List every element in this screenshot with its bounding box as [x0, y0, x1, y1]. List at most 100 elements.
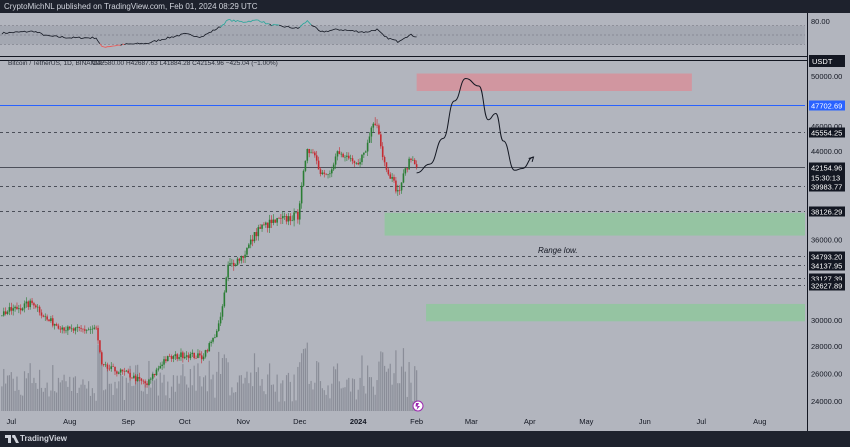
volume-bar: [159, 372, 161, 411]
candle-body: [361, 154, 363, 163]
volume-bar: [103, 390, 105, 411]
candle-body: [168, 356, 171, 357]
volume-bar: [408, 362, 410, 411]
volume-bar: [231, 387, 233, 411]
candle-body: [119, 369, 122, 373]
price-chart[interactable]: Bitcoin / TetherUS, 1D, BINANCE O42580.0…: [0, 13, 850, 431]
volume-bar: [42, 391, 44, 411]
candle-body: [287, 216, 290, 222]
volume-bar: [340, 388, 342, 411]
projection-path[interactable]: [416, 77, 534, 174]
volume-bar: [310, 380, 312, 411]
candle-body: [31, 300, 33, 304]
candle-body: [67, 326, 69, 331]
candle-body: [312, 152, 314, 154]
candle-body: [219, 316, 222, 324]
volume-bar: [138, 379, 141, 411]
candle-body: [396, 190, 399, 192]
volume-bar: [333, 366, 335, 411]
candle-body: [231, 262, 233, 264]
volume-bar: [399, 383, 401, 411]
time-tick: Jun: [639, 417, 651, 426]
volume-bar: [65, 381, 67, 411]
candle-body: [191, 352, 194, 354]
rsi-line: [310, 24, 417, 43]
volume-bar: [20, 394, 22, 411]
level-label: 38126.29: [811, 208, 842, 217]
zone-lower: [426, 303, 805, 322]
volume-bar: [40, 387, 43, 411]
volume-bar: [206, 391, 208, 411]
price-axis: 80.0050000.0046000.0044000.0040000.00360…: [807, 13, 845, 431]
candle-body: [336, 151, 339, 157]
volume-bar: [201, 386, 203, 411]
volume-bar: [276, 374, 278, 411]
candle-body: [102, 364, 105, 365]
candle-body: [253, 232, 256, 242]
candle-body: [70, 328, 73, 330]
level-label: 34137.95: [811, 262, 842, 271]
volume-bar: [38, 369, 41, 411]
time-tick: Aug: [753, 417, 766, 426]
volume-bar: [44, 387, 46, 411]
candle-body: [383, 156, 386, 163]
volume-bar: [120, 373, 122, 411]
candle-body: [55, 324, 58, 326]
volume-bar: [216, 371, 218, 411]
rsi-line: [271, 24, 280, 27]
candle-body: [159, 366, 162, 369]
volume-bar: [46, 382, 48, 411]
candle-body: [125, 370, 128, 372]
candle-body: [204, 350, 207, 357]
level-tag: [809, 273, 845, 284]
candle-body: [363, 152, 365, 155]
candle-body: [315, 155, 318, 161]
candle-body: [265, 222, 267, 225]
volume-bar: [180, 375, 182, 411]
price-tick: 50000.00: [811, 72, 842, 81]
volume-bar: [242, 383, 244, 411]
volume-bar: [372, 386, 374, 411]
volume-bar: [325, 394, 327, 411]
volume-bar: [387, 368, 389, 411]
candle-body: [138, 376, 141, 379]
candle-body: [331, 169, 333, 174]
candle-body: [200, 355, 203, 360]
volume-bar: [321, 388, 323, 411]
volume-bar: [219, 373, 222, 411]
candle-body: [91, 328, 94, 330]
candle-body: [114, 366, 116, 372]
candle-body: [57, 325, 60, 329]
volume-bar: [293, 374, 295, 411]
volume-bar: [22, 395, 24, 411]
volume-bar: [304, 348, 307, 411]
candle-body: [393, 177, 395, 181]
level-label: 39983.77: [811, 183, 842, 192]
volume-bar: [329, 398, 331, 411]
volume-bar: [327, 385, 329, 411]
candle-body: [93, 327, 96, 329]
volume-bar: [137, 364, 139, 411]
candle-body: [300, 185, 303, 204]
candle-body: [155, 369, 158, 376]
rsi-line: [122, 43, 125, 45]
volume-bar: [314, 382, 316, 411]
price-tick: 36000.00: [811, 236, 842, 245]
volume-bar: [229, 395, 231, 411]
volume-bars: [1, 342, 418, 411]
volume-bar: [182, 364, 184, 411]
candle-body: [165, 359, 167, 362]
candle-body: [36, 306, 39, 308]
candle-body: [261, 224, 263, 229]
candle-body: [101, 352, 103, 365]
flag-icon[interactable]: [412, 400, 424, 412]
candle-body: [246, 247, 248, 255]
volume-bar: [218, 351, 220, 411]
candle-body: [251, 239, 254, 242]
time-tick: May: [579, 417, 593, 426]
zone-range-low: [384, 212, 805, 236]
volume-bar: [357, 389, 359, 411]
volume-bar: [72, 377, 75, 411]
candle-body: [85, 330, 88, 331]
time-tick: Feb: [410, 417, 423, 426]
